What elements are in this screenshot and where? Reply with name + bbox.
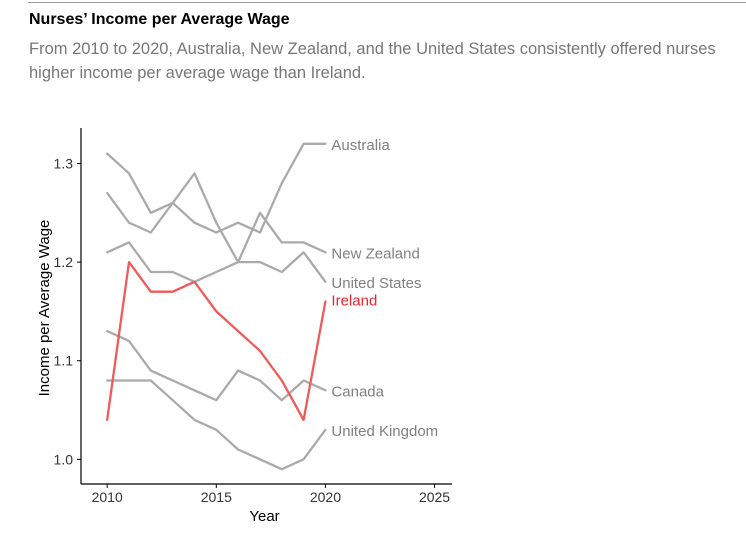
series-label-united-kingdom: United Kingdom [331,423,438,440]
series-line-united-kingdom [106,379,327,471]
x-tick-label: 2010 [92,489,123,505]
y-tick-label: 1.1 [54,353,74,369]
chart-title: Nurses’ Income per Average Wage [29,11,290,28]
series-line-ireland [106,260,327,422]
chart-subtitle: From 2010 to 2020, Australia, New Zealan… [29,40,716,82]
axes: 2010 2015 2020 2025 1.0 1.1 1.2 1.3 Year Income p… [36,128,452,525]
top-rule [28,2,746,3]
series-label-canada: Canada [331,383,384,400]
series-labels: Australia New Zealand United StatesIreland… [331,137,438,440]
x-axis-title: Year [249,508,279,525]
y-axis-title: Income per Average Wage [36,220,53,397]
y-tick-label: 1.0 [54,451,74,467]
series-label-new-zealand: New Zealand [331,245,419,262]
x-tick-label: 2015 [201,489,232,505]
series-label-ireland: Ireland [331,293,377,310]
x-tick-label: 2020 [310,489,341,505]
y-tick-label: 1.2 [54,254,74,270]
series-line-australia [106,142,327,234]
series-line-united-states [106,241,327,283]
series-line-canada [106,329,327,402]
y-tick-label: 1.3 [54,156,74,172]
x-tick-label: 2025 [419,489,450,505]
series-lines [106,142,327,471]
series-line-new-zealand [106,152,327,264]
series-label-australia: Australia [331,137,390,154]
series-label-united-states: United States [331,275,421,292]
